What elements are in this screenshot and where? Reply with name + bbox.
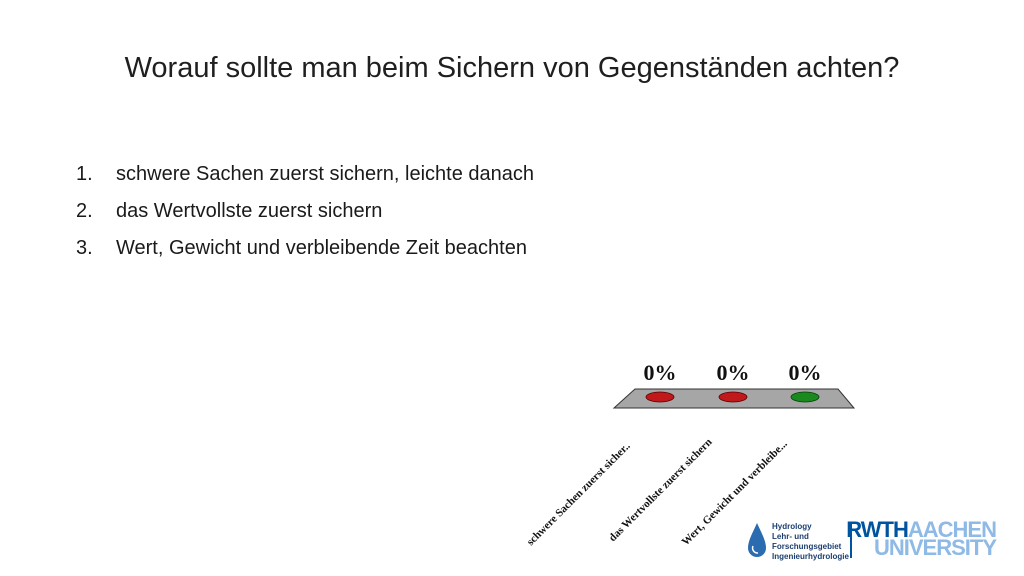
- rwth-logo-strong: RWTH: [846, 517, 909, 542]
- poll-percentage-1: 0%: [644, 360, 677, 385]
- rwth-logo-line2: UNIVERSITY: [873, 535, 997, 560]
- rwth-logo-line1: RWTHAACHEN: [846, 517, 997, 542]
- answer-item-2: 2. das Wertvollste zuerst sichern: [76, 193, 534, 230]
- hydrology-logo: Hydrology Lehr- und Forschungsgebiet Ing…: [744, 520, 854, 564]
- answer-number: 3.: [76, 237, 93, 259]
- answer-item-1: 1. schwere Sachen zuerst sichern, leicht…: [76, 156, 534, 193]
- hydrology-logo-text: Hydrology Lehr- und Forschungsgebiet Ing…: [772, 522, 849, 561]
- answer-text: das Wertvollste zuerst sichern: [116, 200, 383, 222]
- rwth-logo-light: AACHEN: [907, 517, 997, 542]
- logo-divider: [850, 522, 852, 558]
- rwth-logo: RWTHAACHEN UNIVERSITY: [846, 519, 1000, 560]
- poll-indicator-3: [790, 391, 820, 403]
- poll-results-widget: 0% 0% 0% schwere Sachen zuerst sicher.. …: [525, 360, 856, 548]
- answer-number: 1.: [76, 163, 93, 185]
- answer-text: schwere Sachen zuerst sichern, leichte d…: [116, 163, 535, 185]
- poll-percentage-2: 0%: [717, 360, 750, 385]
- answer-text: Wert, Gewicht und verbleibende Zeit beac…: [116, 237, 527, 259]
- poll-indicator-1: [645, 391, 675, 403]
- poll-indicator-2: [718, 391, 748, 403]
- slide-title: Worauf sollte man beim Sichern von Gegen…: [124, 52, 900, 84]
- water-drop-icon: [748, 523, 766, 557]
- answer-list: 1. schwere Sachen zuerst sichern, leicht…: [76, 156, 534, 267]
- answer-item-3: 3. Wert, Gewicht und verbleibende Zeit b…: [76, 230, 534, 267]
- poll-percentage-3: 0%: [789, 360, 822, 385]
- answer-number: 2.: [76, 200, 93, 222]
